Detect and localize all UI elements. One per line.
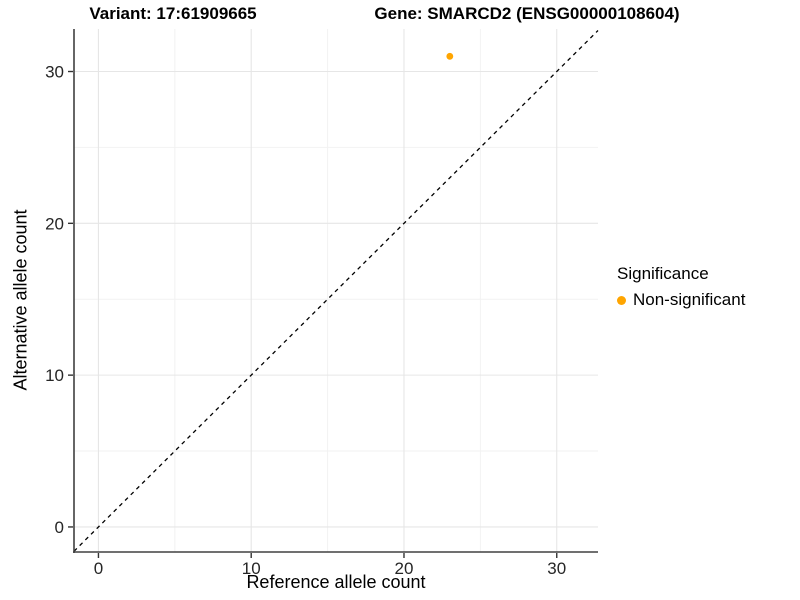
x-tick-label: 0 bbox=[94, 559, 103, 578]
x-axis-label: Reference allele count bbox=[246, 572, 426, 592]
y-tick-label: 10 bbox=[45, 366, 64, 385]
legend-point-swatch bbox=[617, 295, 626, 305]
legend: Significance Non-significant bbox=[617, 264, 745, 310]
y-tick-label: 0 bbox=[55, 518, 64, 537]
x-tick-label: 10 bbox=[242, 559, 261, 578]
x-tick-label: 30 bbox=[547, 559, 566, 578]
y-tick-label: 20 bbox=[45, 214, 64, 233]
x-tick-label: 20 bbox=[395, 559, 414, 578]
y-axis-label: Alternative allele count bbox=[10, 209, 31, 391]
y-tick-label: 30 bbox=[45, 63, 64, 82]
legend-title: Significance bbox=[617, 264, 709, 283]
legend-item-label: Non-significant bbox=[633, 290, 746, 309]
data-point bbox=[446, 52, 454, 60]
legend-item: Non-significant bbox=[617, 290, 745, 310]
identity-line bbox=[73, 30, 599, 552]
variant-title: Variant: 17:61909665 bbox=[89, 4, 257, 23]
gene-title: Gene: SMARCD2 (ENSG00000108604) bbox=[374, 4, 680, 23]
